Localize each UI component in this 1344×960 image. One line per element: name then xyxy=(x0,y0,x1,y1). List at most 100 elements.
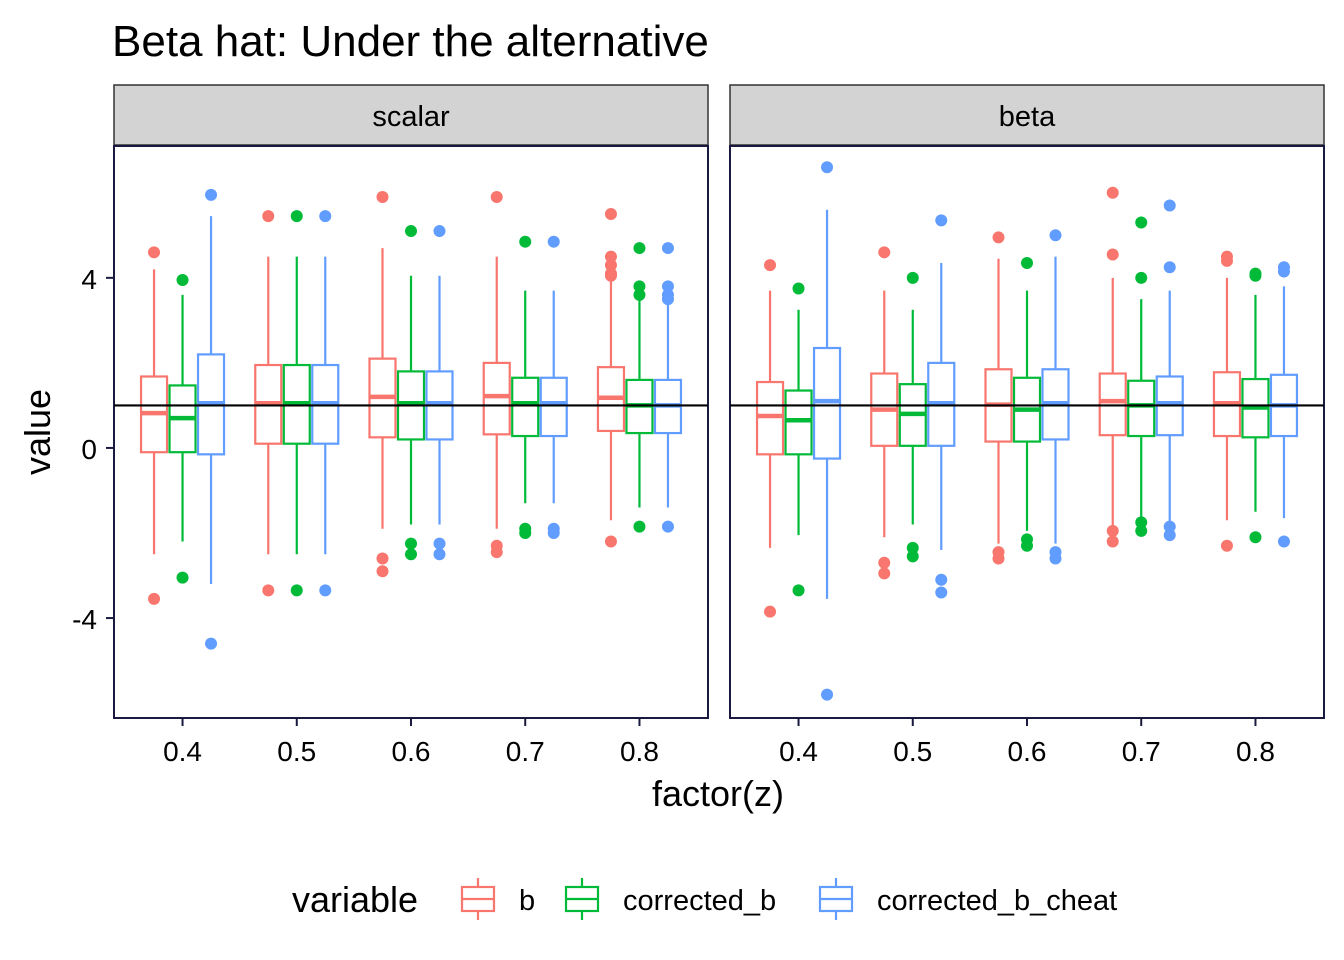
outlier-point xyxy=(1106,535,1119,548)
outlier-point xyxy=(205,188,218,201)
outlier-point xyxy=(633,520,646,533)
outlier-point xyxy=(519,527,532,540)
outlier-point xyxy=(1106,524,1119,537)
outlier-point xyxy=(792,584,805,597)
y-tick-label: 4 xyxy=(81,264,97,295)
outlier-point xyxy=(290,210,303,223)
outlier-point xyxy=(148,592,161,605)
iqr-box xyxy=(482,361,511,436)
outlier-point xyxy=(906,550,919,563)
outlier-point xyxy=(633,288,646,301)
outlier-point xyxy=(633,242,646,255)
x-axis: 0.4 0.5 0.6 0.7 0.8 0.4 0.5 0.6 0.7 0.8 xyxy=(163,718,1275,767)
outlier-point xyxy=(405,548,417,561)
box-beta-0.4-corrected_b xyxy=(784,282,813,597)
legend-label-b: b xyxy=(519,885,535,917)
outlier-point xyxy=(176,273,189,286)
outlier-point xyxy=(935,586,948,599)
x-tick-label: 0.4 xyxy=(779,736,818,767)
x-tick-label: 0.8 xyxy=(620,736,659,767)
outlier-point xyxy=(205,637,218,650)
x-tick-label: 0.5 xyxy=(893,736,932,767)
outlier-point xyxy=(433,548,446,561)
outlier-point xyxy=(376,565,389,578)
outlier-point xyxy=(821,161,834,174)
outlier-point xyxy=(1249,531,1262,544)
outlier-point xyxy=(547,527,560,540)
outlier-point xyxy=(433,225,446,238)
outlier-point xyxy=(1249,269,1262,282)
outlier-point xyxy=(1163,199,1176,212)
outlier-point xyxy=(821,688,834,701)
outlier-point xyxy=(992,552,1005,565)
outlier-point xyxy=(992,231,1005,244)
outlier-point xyxy=(148,246,161,259)
chart-title: Beta hat: Under the alternative xyxy=(112,17,709,66)
outlier-point xyxy=(906,541,919,554)
box-scalar-0.4-corrected_b xyxy=(168,273,197,584)
legend: variable b corrected_b corrected_b_cheat xyxy=(292,878,1117,920)
outlier-point xyxy=(433,537,446,550)
outlier-point xyxy=(935,214,948,227)
outlier-point xyxy=(661,242,674,255)
outlier-point xyxy=(604,250,617,263)
outlier-point xyxy=(319,210,332,223)
box-scalar-0.4-b xyxy=(139,246,169,605)
outlier-point xyxy=(319,584,332,597)
outlier-point xyxy=(1106,248,1119,261)
outlier-point xyxy=(633,280,646,293)
outlier-point xyxy=(176,571,189,584)
outlier-point xyxy=(1220,539,1233,552)
outlier-point xyxy=(376,191,389,204)
legend-label-corrected_b: corrected_b xyxy=(623,885,776,917)
box-scalar-0.6-b xyxy=(368,191,397,578)
facet-label-beta: beta xyxy=(999,101,1056,133)
outlier-point xyxy=(661,520,674,533)
outlier-point xyxy=(547,235,560,248)
outlier-point xyxy=(405,537,417,550)
x-tick-label: 0.7 xyxy=(506,736,545,767)
outlier-point xyxy=(1049,552,1062,565)
x-tick-label: 0.4 xyxy=(163,736,202,767)
y-axis: -4 0 4 xyxy=(72,264,114,635)
outlier-point xyxy=(1163,261,1176,274)
x-tick-label: 0.6 xyxy=(1008,736,1047,767)
outlier-point xyxy=(878,246,891,259)
outlier-point xyxy=(1021,256,1033,269)
outlier-point xyxy=(490,191,503,204)
x-tick-label: 0.6 xyxy=(392,736,431,767)
outlier-point xyxy=(1277,265,1290,278)
outlier-point xyxy=(405,225,417,238)
legend-label-corrected_b_cheat: corrected_b_cheat xyxy=(877,885,1117,917)
outlier-point xyxy=(519,235,532,248)
x-tick-label: 0.5 xyxy=(277,736,316,767)
outlier-point xyxy=(262,584,275,597)
outlier-point xyxy=(604,535,617,548)
iqr-box xyxy=(539,376,568,438)
panel-marks-beta xyxy=(730,161,1324,701)
legend-key-corrected_b_cheat xyxy=(818,878,854,920)
outlier-point xyxy=(661,293,674,306)
outlier-point xyxy=(1135,271,1148,284)
x-tick-label: 0.8 xyxy=(1236,736,1275,767)
outlier-point xyxy=(935,573,948,586)
box-beta-0.8-corrected_b xyxy=(1241,267,1270,544)
box-beta-0.6-corrected_b xyxy=(1012,256,1042,552)
outlier-point xyxy=(878,556,891,569)
x-tick-label: 0.7 xyxy=(1122,736,1161,767)
facet-strip-scalar xyxy=(113,84,709,146)
outlier-point xyxy=(1163,529,1176,542)
outlier-point xyxy=(1049,229,1062,242)
outlier-point xyxy=(1135,516,1148,529)
box-beta-0.4-b xyxy=(755,259,785,618)
outlier-point xyxy=(1135,524,1148,537)
box-scalar-0.7-b xyxy=(482,191,511,559)
outlier-point xyxy=(490,546,503,559)
y-tick-label: -4 xyxy=(72,604,97,635)
outlier-point xyxy=(604,259,617,272)
box-beta-0.8-b xyxy=(1212,250,1242,552)
outlier-point xyxy=(764,605,777,618)
box-beta-0.5-b xyxy=(870,246,899,580)
outlier-point xyxy=(376,552,389,565)
